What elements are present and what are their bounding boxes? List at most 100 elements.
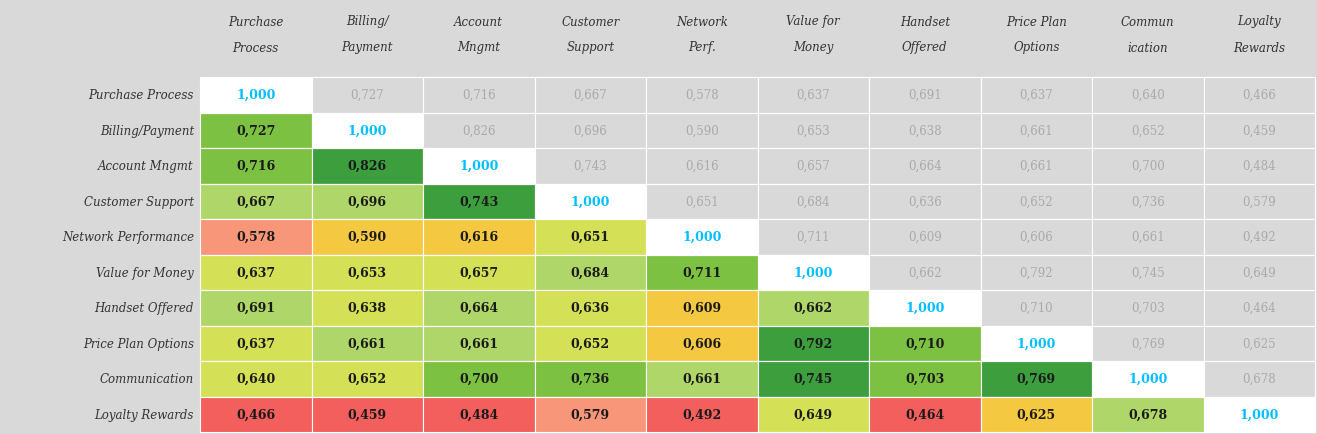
Bar xyxy=(423,326,535,361)
Bar xyxy=(1204,78,1314,113)
Bar xyxy=(757,361,869,397)
Bar xyxy=(200,361,312,397)
Text: 0,492: 0,492 xyxy=(1242,231,1276,243)
Text: 0,716: 0,716 xyxy=(236,160,275,173)
Bar xyxy=(423,78,535,113)
Bar xyxy=(647,220,757,255)
Text: 0,684: 0,684 xyxy=(797,195,830,208)
Bar xyxy=(647,326,757,361)
Text: Network Performance: Network Performance xyxy=(62,231,194,243)
Text: 0,703: 0,703 xyxy=(1131,302,1164,315)
Text: 0,625: 0,625 xyxy=(1017,408,1056,421)
Text: 0,727: 0,727 xyxy=(350,89,385,102)
Text: 0,459: 0,459 xyxy=(348,408,387,421)
Bar xyxy=(1204,326,1314,361)
Text: 0,590: 0,590 xyxy=(348,231,387,243)
Text: Mngmt: Mngmt xyxy=(457,41,500,54)
Bar xyxy=(312,149,423,184)
Text: ication: ication xyxy=(1127,41,1168,54)
Text: 0,678: 0,678 xyxy=(1129,408,1167,421)
Text: 0,579: 0,579 xyxy=(1242,195,1276,208)
Bar xyxy=(980,361,1092,397)
Bar xyxy=(312,255,423,290)
Bar xyxy=(980,149,1092,184)
Bar xyxy=(980,113,1092,149)
Bar xyxy=(535,184,647,220)
Text: 0,653: 0,653 xyxy=(348,266,387,279)
Bar xyxy=(757,220,869,255)
Bar xyxy=(980,290,1092,326)
Bar xyxy=(869,220,980,255)
Bar xyxy=(312,78,423,113)
Bar xyxy=(423,361,535,397)
Text: 0,459: 0,459 xyxy=(1242,125,1276,138)
Text: Money: Money xyxy=(793,41,834,54)
Text: 0,711: 0,711 xyxy=(797,231,830,243)
Bar xyxy=(647,78,757,113)
Text: 0,651: 0,651 xyxy=(685,195,719,208)
Text: 1,000: 1,000 xyxy=(1129,372,1167,385)
Text: 0,769: 0,769 xyxy=(1017,372,1056,385)
Text: 1,000: 1,000 xyxy=(794,266,832,279)
Text: Value for: Value for xyxy=(786,16,840,29)
Bar xyxy=(869,113,980,149)
Text: Perf.: Perf. xyxy=(687,41,715,54)
Text: Rewards: Rewards xyxy=(1233,41,1285,54)
Text: 0,649: 0,649 xyxy=(794,408,832,421)
Bar xyxy=(1204,290,1314,326)
Bar xyxy=(423,255,535,290)
Text: 0,678: 0,678 xyxy=(1242,372,1276,385)
Text: 0,661: 0,661 xyxy=(682,372,722,385)
Text: Options: Options xyxy=(1013,41,1059,54)
Text: 0,792: 0,792 xyxy=(794,337,832,350)
Bar xyxy=(1204,220,1314,255)
Text: 0,638: 0,638 xyxy=(348,302,387,315)
Text: Billing/: Billing/ xyxy=(346,16,389,29)
Bar xyxy=(1204,184,1314,220)
Text: 0,640: 0,640 xyxy=(1131,89,1164,102)
Bar xyxy=(980,78,1092,113)
Text: 0,736: 0,736 xyxy=(570,372,610,385)
Text: 0,637: 0,637 xyxy=(236,266,275,279)
Bar xyxy=(757,397,869,432)
Bar xyxy=(535,290,647,326)
Bar xyxy=(757,290,869,326)
Bar xyxy=(423,220,535,255)
Bar xyxy=(647,149,757,184)
Text: 0,637: 0,637 xyxy=(797,89,830,102)
Text: 1,000: 1,000 xyxy=(236,89,275,102)
Text: 0,826: 0,826 xyxy=(462,125,495,138)
Bar xyxy=(1204,113,1314,149)
Text: 1,000: 1,000 xyxy=(348,125,387,138)
Text: 0,703: 0,703 xyxy=(905,372,944,385)
Text: Commun: Commun xyxy=(1121,16,1175,29)
Bar xyxy=(1092,113,1204,149)
Text: 0,691: 0,691 xyxy=(236,302,275,315)
Bar xyxy=(200,397,312,432)
Bar xyxy=(423,397,535,432)
Text: 1,000: 1,000 xyxy=(570,195,610,208)
Text: 0,637: 0,637 xyxy=(1019,89,1054,102)
Bar xyxy=(980,397,1092,432)
Text: 0,661: 0,661 xyxy=(1019,160,1054,173)
Text: Purchase: Purchase xyxy=(228,16,283,29)
Text: 0,769: 0,769 xyxy=(1131,337,1164,350)
Bar xyxy=(1092,397,1204,432)
Bar xyxy=(1204,149,1314,184)
Bar xyxy=(869,326,980,361)
Bar xyxy=(869,290,980,326)
Text: 0,609: 0,609 xyxy=(682,302,722,315)
Text: Price Plan Options: Price Plan Options xyxy=(83,337,194,350)
Text: Billing/Payment: Billing/Payment xyxy=(100,125,194,138)
Text: 0,727: 0,727 xyxy=(236,125,275,138)
Bar xyxy=(423,113,535,149)
Text: 0,657: 0,657 xyxy=(460,266,498,279)
Bar xyxy=(535,113,647,149)
Bar xyxy=(869,149,980,184)
Bar xyxy=(1092,326,1204,361)
Text: 0,579: 0,579 xyxy=(570,408,610,421)
Bar xyxy=(980,184,1092,220)
Text: 0,710: 0,710 xyxy=(905,337,944,350)
Text: 1,000: 1,000 xyxy=(1017,337,1056,350)
Bar xyxy=(535,220,647,255)
